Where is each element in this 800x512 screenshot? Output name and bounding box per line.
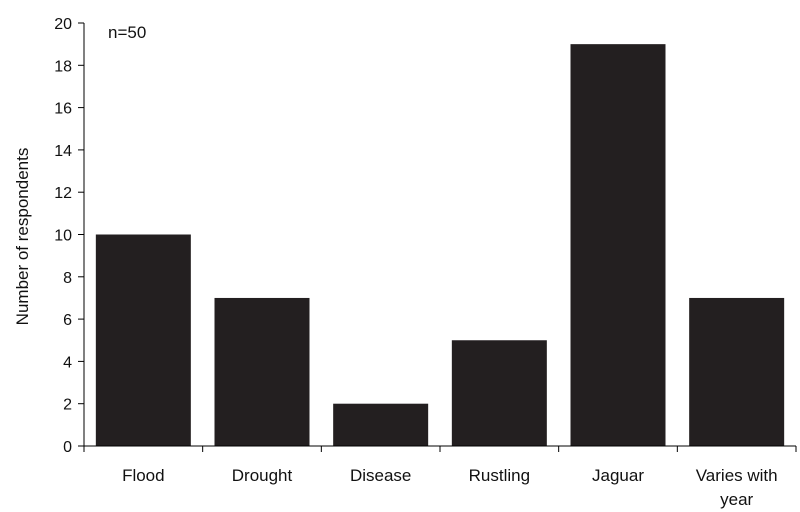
x-category-label: Drought	[232, 466, 293, 485]
x-category-label: Rustling	[469, 466, 530, 485]
x-category-label: Flood	[122, 466, 165, 485]
y-axis-title: Number of respondents	[13, 148, 32, 326]
y-tick-label: 8	[63, 270, 72, 287]
y-tick-label: 4	[63, 354, 72, 371]
bar-drought	[214, 297, 310, 446]
y-ticks-group: 0 2 4 6 8 10 12 14 16 18 20	[54, 16, 84, 456]
y-tick-label: 2	[63, 397, 72, 414]
bar-rustling	[451, 340, 547, 446]
x-category-label: Disease	[350, 466, 411, 485]
bar-jaguar	[570, 44, 666, 447]
y-tick-label: 14	[54, 143, 72, 160]
x-category-label: Jaguar	[592, 466, 644, 485]
y-tick-label: 16	[54, 101, 72, 118]
bar-flood	[95, 234, 191, 446]
y-tick-label: 20	[54, 16, 72, 33]
y-tick-label: 10	[54, 228, 72, 245]
sample-size-annotation: n=50	[108, 23, 146, 42]
y-tick-label: 18	[54, 58, 72, 75]
bar-disease	[333, 403, 429, 446]
y-tick-label: 12	[54, 185, 72, 202]
x-labels-group: Flood Drought Disease Rustling Jaguar Varies …	[122, 466, 778, 509]
y-tick-label: 0	[63, 439, 72, 456]
bar-varies-with-year	[689, 297, 785, 446]
y-tick-label: 6	[63, 312, 72, 329]
x-category-label: Varies with year	[696, 466, 778, 509]
x-ticks-group	[83, 446, 797, 452]
bars-group	[95, 44, 785, 447]
